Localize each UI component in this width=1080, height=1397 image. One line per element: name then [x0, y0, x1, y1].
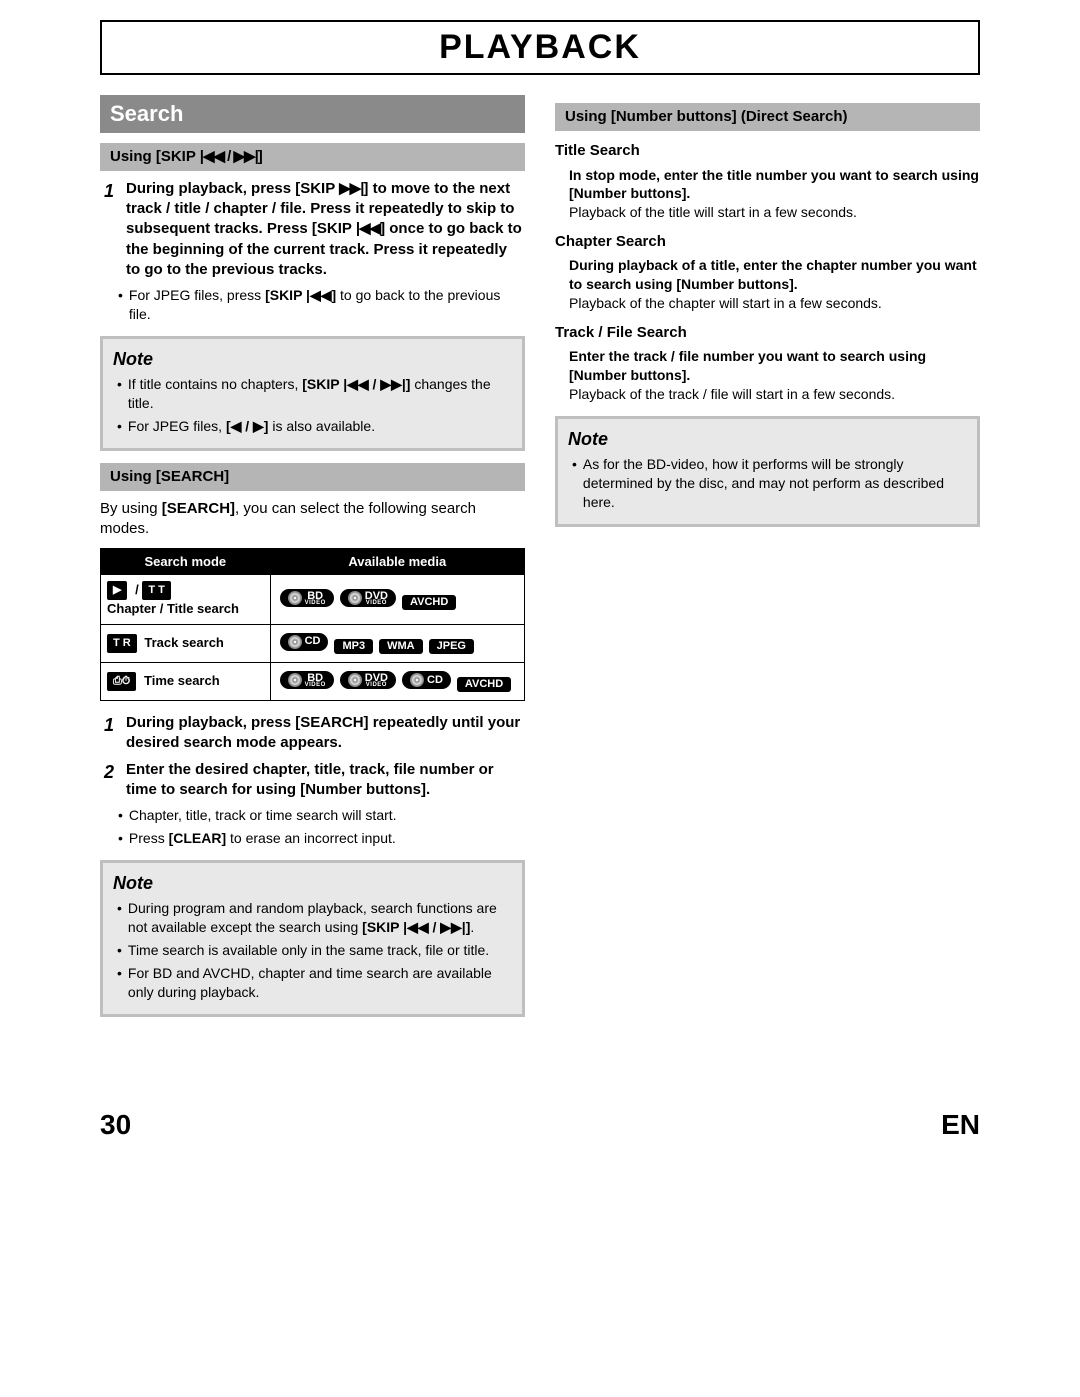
media-badge: DVDVIDEO: [340, 589, 396, 608]
search-step-2: 2 Enter the desired chapter, title, trac…: [104, 760, 525, 801]
media-badge: BDVIDEO: [280, 671, 334, 690]
note2-bullet3: For BD and AVCHD, chapter and time searc…: [117, 964, 512, 1002]
note2-bullet2: Time search is available only in the sam…: [117, 941, 512, 960]
note1-bullet1: If title contains no chapters, [SKIP |◀◀…: [117, 375, 512, 413]
step-number: 2: [104, 760, 118, 801]
time-icon: ⎙⏱: [107, 672, 136, 691]
skip-title-suffix: ]: [258, 148, 263, 165]
tt-icon: T T: [142, 581, 171, 600]
step-body: During playback, press [SKIP ▶▶|] to mov…: [126, 179, 525, 280]
table-row: T R Track search CD MP3 WMA JPEG: [101, 624, 525, 662]
content-columns: Search Using [SKIP |◀◀ / ▶▶|] 1 During p…: [100, 95, 980, 1029]
chapter-search-heading: Chapter Search: [555, 232, 980, 252]
play-icon: ▶: [107, 581, 127, 600]
title-search-text: Playback of the title will start in a fe…: [569, 203, 980, 222]
step-number: 1: [104, 179, 118, 280]
note3-bullet1: As for the BD-video, how it performs wil…: [572, 455, 967, 512]
track-search-bold: Enter the track / file number you want t…: [569, 347, 980, 385]
media-badge: BDVIDEO: [280, 589, 334, 608]
tr-icon: T R: [107, 634, 137, 653]
mode-cell: ⎙⏱ Time search: [101, 662, 271, 700]
step-body: Enter the desired chapter, title, track,…: [126, 760, 525, 801]
subheader-using-skip: Using [SKIP |◀◀ / ▶▶|]: [100, 143, 525, 171]
page-header-box: PLAYBACK: [100, 20, 980, 75]
search-modes-table: Search mode Available media ▶ / T TChapt…: [100, 548, 525, 701]
chapter-search-text: Playback of the chapter will start in a …: [569, 294, 980, 313]
note2-bullet1: During program and random playback, sear…: [117, 899, 512, 937]
page-number: 30: [100, 1109, 131, 1141]
media-badge: DVDVIDEO: [340, 671, 396, 690]
subheader-using-search: Using [SEARCH]: [100, 463, 525, 491]
table-header-mode: Search mode: [101, 548, 271, 575]
note-title: Note: [568, 427, 967, 451]
title-search-heading: Title Search: [555, 141, 980, 161]
note1-bullet2: For JPEG files, [◀ / ▶] is also availabl…: [117, 417, 512, 436]
page-footer: 30 EN: [100, 1109, 980, 1141]
search-bullet-2: Press [CLEAR] to erase an incorrect inpu…: [118, 829, 525, 848]
skip-bullet-1: For JPEG files, press [SKIP |◀◀] to go b…: [118, 286, 525, 324]
note-title: Note: [113, 871, 512, 895]
media-badge: CD: [402, 671, 451, 689]
subheader-direct-search: Using [Number buttons] (Direct Search): [555, 103, 980, 131]
chapter-search-bold: During playback of a title, enter the ch…: [569, 256, 980, 294]
left-column: Search Using [SKIP |◀◀ / ▶▶|] 1 During p…: [100, 95, 525, 1029]
media-badge: AVCHD: [457, 677, 511, 692]
media-cell: BDVIDEO DVDVIDEO AVCHD: [270, 575, 524, 625]
note-box-1: Note If title contains no chapters, [SKI…: [100, 336, 525, 451]
media-badge: MP3: [334, 639, 373, 654]
search-step-1: 1 During playback, press [SEARCH] repeat…: [104, 713, 525, 754]
media-badge: JPEG: [429, 639, 474, 654]
media-cell: BDVIDEO DVDVIDEO CD AVCHD: [270, 662, 524, 700]
track-search-heading: Track / File Search: [555, 323, 980, 343]
page-language: EN: [941, 1109, 980, 1141]
media-badge: WMA: [379, 639, 423, 654]
media-cell: CD MP3 WMA JPEG: [270, 624, 524, 662]
mode-cell: T R Track search: [101, 624, 271, 662]
note-title: Note: [113, 347, 512, 371]
media-badge: CD: [280, 633, 329, 651]
mode-cell: ▶ / T TChapter / Title search: [101, 575, 271, 625]
media-badge: AVCHD: [402, 595, 456, 610]
table-row: ▶ / T TChapter / Title search BDVIDEO DVDV…: [101, 575, 525, 625]
table-row: ⎙⏱ Time search BDVIDEO DVDVIDEO CD AVCHD: [101, 662, 525, 700]
search-bullet-1: Chapter, title, track or time search wil…: [118, 806, 525, 825]
search-intro: By using [SEARCH], you can select the fo…: [100, 499, 525, 540]
page-title: PLAYBACK: [102, 22, 978, 73]
step-number: 1: [104, 713, 118, 754]
track-search-text: Playback of the track / file will start …: [569, 385, 980, 404]
skip-icons: |◀◀ / ▶▶|: [200, 148, 258, 165]
step-body: During playback, press [SEARCH] repeated…: [126, 713, 525, 754]
section-search-header: Search: [100, 95, 525, 133]
title-search-bold: In stop mode, enter the title number you…: [569, 166, 980, 204]
note-box-3: Note As for the BD-video, how it perform…: [555, 416, 980, 527]
note-box-2: Note During program and random playback,…: [100, 860, 525, 1017]
skip-title-prefix: Using [SKIP: [110, 148, 200, 165]
right-column: Using [Number buttons] (Direct Search) T…: [555, 95, 980, 1029]
table-header-media: Available media: [270, 548, 524, 575]
skip-step-1: 1 During playback, press [SKIP ▶▶|] to m…: [104, 179, 525, 280]
